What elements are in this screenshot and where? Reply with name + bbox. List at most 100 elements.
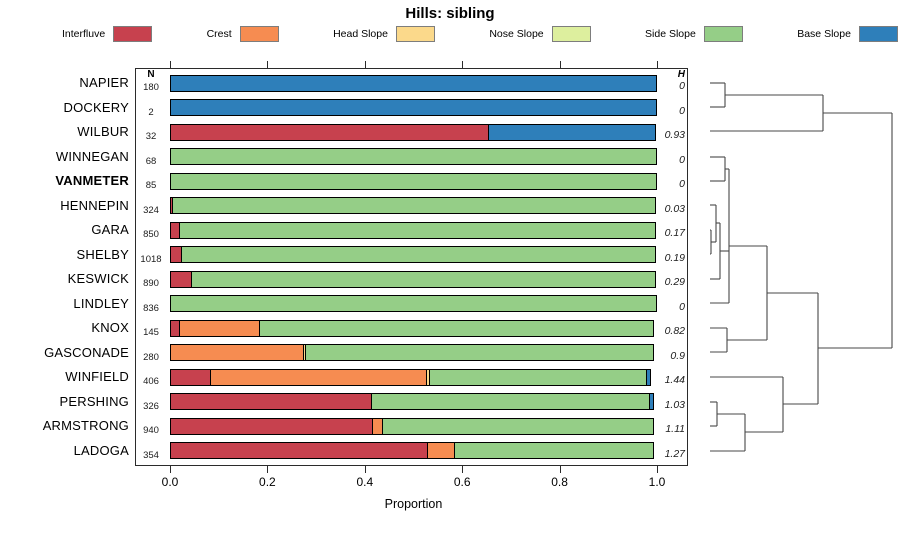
bar-segment-side-slope [454, 442, 654, 460]
legend-swatch [703, 26, 743, 42]
row-label: WILBUR [77, 124, 129, 140]
bar-row [170, 74, 657, 92]
axis-tick-label: 1.0 [648, 475, 666, 489]
row-h-value: 0.9 [670, 349, 685, 362]
axis-tick-top [170, 61, 171, 68]
axis-tick-bottom [364, 466, 366, 473]
row-label: KNOX [91, 320, 129, 336]
bar-segment-base-slope [170, 99, 657, 117]
bar-row [170, 295, 657, 313]
row-h-value: 0 [679, 80, 685, 92]
axis-tick-top [559, 61, 561, 68]
row-h-value: 0.29 [664, 276, 685, 289]
axis-tick-label: 0.2 [259, 475, 276, 489]
row-h-value: 1.03 [664, 398, 685, 411]
chart-title: Hills: sibling [405, 5, 495, 22]
row-n-value: 940 [143, 425, 159, 437]
row-h-value: 0 [679, 300, 685, 313]
row-label: HENNEPIN [60, 197, 129, 213]
legend-item: Head Slope [333, 26, 435, 42]
axis-tick-bottom [559, 466, 561, 473]
legend-label: Crest [206, 28, 232, 40]
axis-tick-top [267, 61, 269, 68]
legend-label: Interfluve [62, 28, 106, 40]
bar-row [170, 393, 654, 411]
legend-swatch [858, 26, 898, 42]
bar-segment-side-slope [170, 295, 657, 313]
row-n-value: 890 [143, 278, 159, 290]
row-n-value: 180 [143, 82, 159, 93]
row-label: ARMSTRONG [42, 418, 129, 434]
row-label: VANMETER [55, 173, 129, 189]
axis-tick-label: 0.4 [356, 475, 374, 489]
legend-swatch [551, 26, 591, 42]
row-label: SHELBY [76, 246, 129, 262]
row-n-value: 85 [145, 180, 157, 192]
axis-tick-label: 0.8 [551, 475, 568, 489]
bar-row [170, 197, 656, 215]
row-h-value: 0.03 [664, 202, 685, 215]
row-h-value: 0 [679, 178, 685, 191]
bar-segment-side-slope [305, 344, 654, 362]
bar-segment-side-slope [171, 197, 656, 215]
row-h-value: 1.11 [665, 423, 685, 436]
bar-row [170, 319, 654, 337]
legend-item: Side Slope [645, 26, 743, 42]
n-column-header: N [147, 69, 155, 80]
bar-segment-side-slope [190, 270, 656, 288]
bar-row [170, 246, 656, 264]
row-label: NAPIER [79, 75, 129, 90]
row-label: PERSHING [59, 393, 129, 409]
row-h-value: 0 [679, 153, 685, 166]
bar-row [170, 442, 654, 460]
row-h-value: 0.17 [664, 227, 685, 240]
row-n-value: 324 [143, 204, 159, 216]
row-h-value: 1.27 [664, 447, 685, 460]
bar-segment-side-slope [382, 417, 654, 435]
row-n-value: 354 [143, 449, 159, 461]
row-n-value: 2 [148, 106, 154, 118]
row-label: WINFIELD [65, 369, 129, 385]
row-label: WINNEGAN [55, 148, 129, 164]
row-n-value: 32 [145, 131, 157, 143]
bar-segment-side-slope [170, 148, 657, 166]
axis-tick-label: 0.6 [453, 475, 471, 489]
legend-item: Crest [207, 26, 279, 42]
row-n-value: 326 [143, 400, 159, 412]
legend: Interfluve Crest Head Slope Nose Slope Side … [62, 26, 898, 42]
row-label: GASCONADE [44, 344, 129, 360]
bar-segment-side-slope [259, 319, 654, 337]
axis-tick-label: 0.0 [161, 475, 179, 489]
axis-tick-bottom [462, 466, 464, 473]
bar-segment-base-slope [170, 74, 657, 92]
legend-swatch [239, 26, 279, 42]
legend-item: Nose Slope [489, 26, 591, 42]
h-column-header: H [677, 69, 685, 80]
axis-tick-top [462, 61, 464, 68]
axis-tick-bottom [267, 466, 269, 473]
row-label: DOCKERY [63, 99, 129, 115]
row-n-value: 406 [143, 376, 159, 388]
bar-segment-side-slope [178, 221, 656, 239]
axis-tick-top [364, 61, 366, 68]
bar-row [170, 368, 651, 386]
row-n-value: 850 [143, 229, 159, 241]
legend-label: Head Slope [333, 28, 388, 40]
bar-row [170, 123, 656, 141]
bar-segment-base-slope [649, 393, 654, 411]
bar-segment-base-slope [487, 123, 656, 141]
bar-row [170, 417, 654, 435]
row-h-value: 0 [679, 104, 685, 117]
axis-tick-bottom [170, 466, 171, 473]
row-label: GARA [91, 222, 129, 238]
legend-label: Nose Slope [489, 28, 544, 40]
legend-item: Base Slope [797, 26, 898, 42]
row-n-value: 145 [143, 327, 159, 339]
row-h-value: 0.82 [664, 325, 685, 338]
axis-tick-bottom [657, 466, 658, 473]
bar-row [170, 344, 654, 362]
row-n-value: 836 [143, 302, 159, 314]
legend-label: Base Slope [797, 28, 851, 40]
